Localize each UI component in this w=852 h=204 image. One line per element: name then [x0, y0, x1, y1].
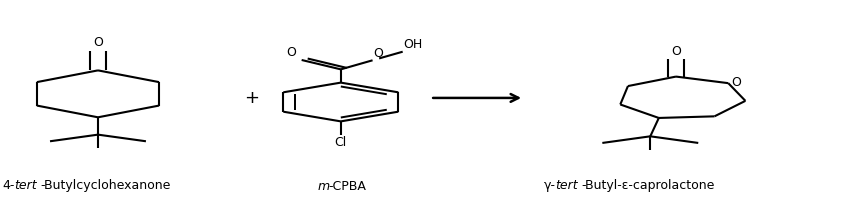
Text: O: O: [286, 46, 296, 59]
Text: OH: OH: [404, 38, 423, 51]
Text: tert: tert: [556, 179, 579, 192]
Text: tert: tert: [14, 179, 37, 192]
Text: γ-: γ-: [544, 179, 556, 192]
Text: -CPBA: -CPBA: [328, 180, 366, 193]
Text: m: m: [318, 180, 330, 193]
Text: -Butylcyclohexanone: -Butylcyclohexanone: [40, 179, 170, 192]
Text: 4-: 4-: [3, 179, 15, 192]
Text: -Butyl-ε-caprolactone: -Butyl-ε-caprolactone: [581, 179, 715, 192]
Text: +: +: [244, 89, 259, 107]
Text: O: O: [732, 76, 741, 89]
Text: O: O: [93, 36, 103, 49]
Text: Cl: Cl: [335, 136, 347, 149]
Text: O: O: [671, 45, 681, 58]
Text: O: O: [373, 47, 383, 60]
